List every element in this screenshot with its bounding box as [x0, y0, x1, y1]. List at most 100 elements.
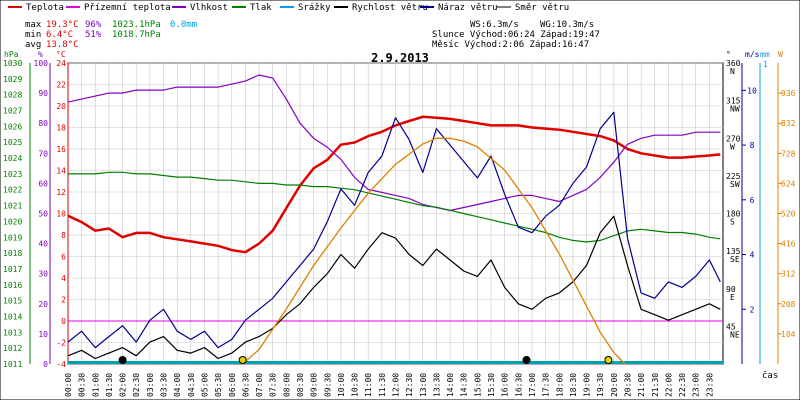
- x-tick-label: 18:30: [569, 373, 578, 397]
- pressure-tick-label: 1022: [3, 186, 22, 195]
- solar-tick-label: 312: [781, 270, 796, 279]
- pressure-tick-label: 1029: [3, 75, 22, 84]
- direction-compass-label: E: [730, 293, 735, 302]
- solar-unit: W: [778, 50, 783, 59]
- temperature-tick-label: 6: [61, 253, 66, 262]
- x-tick-label: 16:30: [514, 373, 523, 397]
- x-tick-label: 07:00: [255, 373, 264, 397]
- x-tick-label: 11:00: [364, 373, 373, 397]
- x-tick-label: 14:00: [446, 373, 455, 397]
- pressure-tick-label: 1028: [3, 91, 22, 100]
- marker-moon-rise: [118, 356, 127, 364]
- legend: Teplota Přízemní teplota Vlhkost Tlak Srážky…: [8, 3, 569, 13]
- x-tick-label: 15:00: [473, 373, 482, 397]
- temperature-tick-label: 16: [56, 145, 66, 154]
- humidity-unit: %: [38, 50, 43, 59]
- series-wind: [67, 215, 721, 360]
- humidity-tick-label: 80: [38, 119, 48, 128]
- temperature-tick-label: 22: [56, 81, 66, 90]
- temperature-tick-label: -2: [56, 339, 66, 348]
- x-tick-label: 03:30: [160, 373, 169, 397]
- marker-sun-rise: [238, 356, 247, 364]
- x-tick-label: 04:00: [173, 373, 182, 397]
- direction-compass-label: NE: [730, 330, 740, 339]
- pressure-tick-label: 1014: [3, 312, 22, 321]
- x-tick-label: 13:00: [419, 373, 428, 397]
- legend-label: Směr větru: [515, 3, 569, 13]
- chart-title: 2.9.2013: [371, 51, 429, 65]
- x-tick-label: 12:30: [405, 373, 414, 397]
- pressure-tick-label: 1016: [3, 281, 22, 290]
- wind-gust-max: WG:10.3m/s: [540, 20, 594, 30]
- moon-times: Měsíc Východ:2:06 Západ:16:47: [432, 40, 589, 50]
- x-tick-label: 03:00: [146, 373, 155, 397]
- direction-tick-label: 45: [726, 322, 736, 331]
- temperature-tick-label: 2: [61, 296, 66, 305]
- x-axis-label: čas: [762, 370, 778, 381]
- wind-unit: m/s: [745, 50, 760, 59]
- direction-tick-label: 135: [726, 247, 741, 256]
- temperature-tick-label: 24: [56, 59, 66, 68]
- direction-tick-label: 360: [726, 59, 741, 68]
- pressure-tick-label: 1012: [3, 344, 22, 353]
- humidity-tick-label: 40: [38, 240, 48, 249]
- x-tick-label: 21:30: [651, 373, 660, 397]
- humidity-tick-label: 30: [38, 270, 48, 279]
- wind-tick-label: 2: [750, 305, 755, 314]
- temperature-tick-label: 10: [56, 210, 66, 219]
- temperature-unit: °C: [56, 50, 66, 59]
- x-tick-label: 20:30: [623, 373, 632, 397]
- pressure-tick-label: 1021: [3, 202, 22, 211]
- temperature-tick-label: 8: [61, 231, 66, 240]
- x-tick-label: 00:00: [64, 373, 73, 397]
- solar-tick-label: 832: [781, 119, 796, 128]
- x-tick-label: 08:00: [282, 373, 291, 397]
- humidity-tick-label: 90: [38, 89, 48, 98]
- pressure-tick-label: 1030: [3, 59, 22, 68]
- pressure-tick-label: 1023: [3, 170, 22, 179]
- x-tick-label: 05:00: [200, 373, 209, 397]
- solar-tick-label: 936: [781, 89, 796, 98]
- solar-tick-label: 104: [781, 330, 796, 339]
- stats-max-rain: 0.0mm: [170, 20, 197, 30]
- temperature-tick-label: 14: [56, 167, 66, 176]
- x-tick-label: 16:00: [501, 373, 510, 397]
- legend-label: Teplota: [26, 3, 64, 13]
- legend-label: Přízemní teplota: [84, 3, 171, 13]
- legend-label: Náraz větru: [438, 3, 498, 13]
- pressure-tick-label: 1024: [3, 154, 22, 163]
- x-tick-label: 10:30: [351, 373, 360, 397]
- series-gust: [67, 111, 721, 349]
- x-tick-label: 01:30: [105, 373, 114, 397]
- humidity-tick-label: 10: [38, 330, 48, 339]
- temperature-tick-label: 4: [61, 274, 66, 283]
- x-tick-label: 09:00: [310, 373, 319, 397]
- series-hum: [67, 74, 721, 212]
- temperature-tick-label: -4: [56, 360, 66, 369]
- pressure-tick-label: 1013: [3, 328, 22, 337]
- humidity-tick-label: 20: [38, 300, 48, 309]
- direction-tick-label: 270: [726, 134, 741, 143]
- pressure-tick-label: 1025: [3, 138, 22, 147]
- direction-tick-label: 180: [726, 210, 741, 219]
- right-axes: ° m/s mm W1360N315NW270W225SW180S135SE90E45…: [726, 50, 796, 364]
- temperature-tick-label: 0: [61, 317, 66, 326]
- marker-sun-set: [604, 356, 613, 364]
- x-tick-label: 19:30: [596, 373, 605, 397]
- pressure-unit: hPa: [4, 50, 19, 59]
- direction-compass-label: N: [730, 67, 735, 76]
- grid: [67, 62, 724, 365]
- stats-max-label: max: [25, 20, 42, 30]
- temperature-tick-label: 20: [56, 102, 66, 111]
- stats-block: max 19.3°C 96% 1023.1hPa 0.0mm min 6.4°C…: [25, 20, 197, 50]
- humidity-tick-label: 100: [34, 59, 49, 68]
- x-tick-label: 11:30: [378, 373, 387, 397]
- x-tick-label: 23:30: [705, 373, 714, 397]
- pressure-tick-label: 1017: [3, 265, 22, 274]
- direction-compass-label: SE: [730, 255, 740, 264]
- x-tick-label: 02:00: [119, 373, 128, 397]
- legend-label: Tlak: [250, 3, 272, 13]
- solar-tick-label: 416: [781, 240, 796, 249]
- x-tick-label: 06:30: [241, 373, 250, 397]
